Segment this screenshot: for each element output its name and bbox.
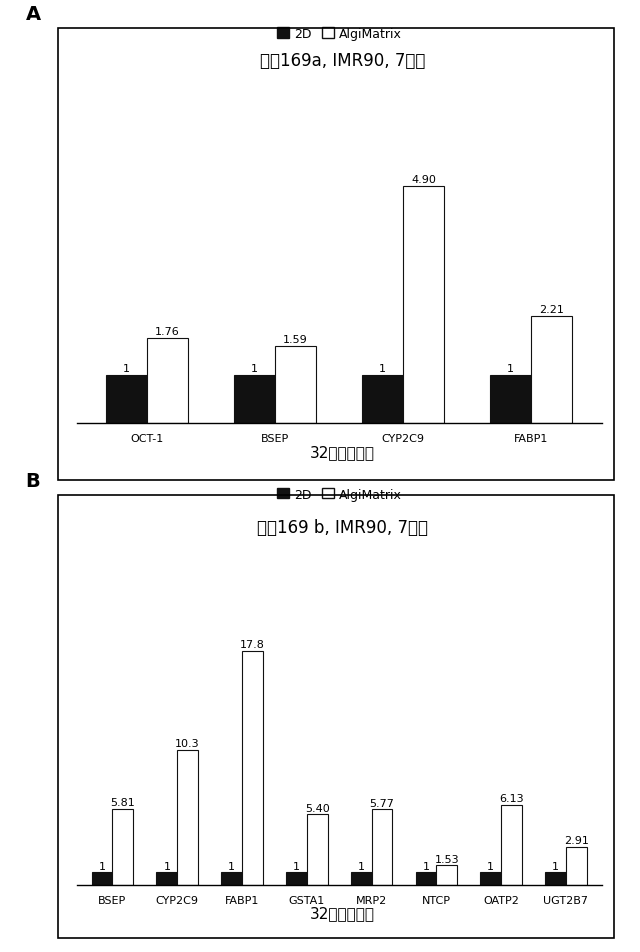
Text: 1: 1 — [380, 364, 386, 373]
Text: 実验169 b, IMR90, 7日目: 実验169 b, IMR90, 7日目 — [257, 519, 428, 537]
Text: 1: 1 — [552, 861, 559, 871]
Text: 2.21: 2.21 — [540, 305, 564, 315]
Bar — [362, 375, 403, 424]
Bar — [92, 872, 113, 885]
Bar — [286, 872, 307, 885]
Bar — [436, 865, 457, 885]
Bar — [242, 651, 263, 885]
Text: 6.13: 6.13 — [499, 793, 524, 803]
Text: 17.8: 17.8 — [240, 640, 265, 650]
Text: 2.91: 2.91 — [564, 836, 589, 845]
Bar — [177, 750, 198, 885]
Bar — [531, 317, 572, 424]
Text: 1: 1 — [163, 861, 170, 871]
Legend: 2D, AlgiMatrix: 2D, AlgiMatrix — [271, 483, 407, 506]
Text: 1: 1 — [99, 861, 106, 871]
Bar — [113, 809, 133, 885]
Text: 1.53: 1.53 — [435, 854, 459, 863]
Text: 4.90: 4.90 — [412, 174, 436, 185]
Bar — [372, 809, 392, 885]
Bar — [147, 338, 188, 424]
Text: 実验169a, IMR90, 7日目: 実验169a, IMR90, 7日目 — [260, 52, 425, 70]
Text: B: B — [26, 471, 40, 490]
Legend: 2D, AlgiMatrix: 2D, AlgiMatrix — [271, 23, 407, 46]
Text: 32日目に分析: 32日目に分析 — [310, 905, 375, 921]
Text: A: A — [26, 5, 41, 24]
Text: 1: 1 — [508, 364, 514, 373]
Bar — [415, 872, 436, 885]
Bar — [566, 847, 587, 885]
Text: 5.81: 5.81 — [111, 798, 135, 807]
Bar — [221, 872, 242, 885]
Bar — [307, 814, 328, 885]
Bar — [157, 872, 177, 885]
Bar — [106, 375, 147, 424]
Bar — [545, 872, 566, 885]
Text: 10.3: 10.3 — [175, 739, 200, 748]
Bar — [481, 872, 501, 885]
Text: 5.77: 5.77 — [369, 798, 394, 808]
Text: 1: 1 — [422, 861, 429, 871]
Bar — [351, 872, 372, 885]
Text: 1: 1 — [487, 861, 494, 871]
Bar — [490, 375, 531, 424]
Text: 1: 1 — [228, 861, 235, 871]
Bar — [275, 347, 316, 424]
Text: 1: 1 — [358, 861, 365, 871]
Text: 1: 1 — [293, 861, 300, 871]
Text: 1.59: 1.59 — [284, 335, 308, 345]
Bar — [234, 375, 275, 424]
Text: 1.76: 1.76 — [156, 327, 180, 336]
Bar — [501, 804, 522, 885]
Text: 5.40: 5.40 — [305, 803, 330, 813]
Text: 1: 1 — [252, 364, 258, 373]
Text: 32日目に分析: 32日目に分析 — [310, 445, 375, 460]
Text: 1: 1 — [124, 364, 130, 373]
Bar — [403, 187, 444, 424]
